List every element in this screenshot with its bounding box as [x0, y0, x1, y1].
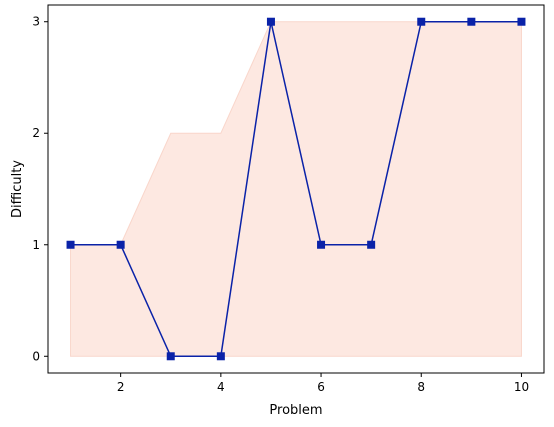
- y-tick-label: 0: [32, 349, 40, 363]
- data-point: [467, 17, 476, 26]
- y-axis-ticks: 0 1 2 3: [32, 15, 48, 363]
- data-point: [417, 17, 426, 26]
- y-tick-label: 3: [32, 15, 40, 29]
- data-point: [517, 17, 526, 26]
- data-point: [367, 240, 376, 249]
- area-series-0: [70, 21, 522, 357]
- y-axis-label: Difficulty: [10, 160, 25, 218]
- x-tick-label: 2: [117, 380, 125, 394]
- plot-frame: [47, 4, 545, 374]
- data-point: [166, 352, 175, 361]
- line-series-0: [70, 20, 522, 358]
- x-axis-label: Problem: [269, 403, 322, 418]
- data-point: [66, 240, 75, 249]
- plot-area: [66, 17, 526, 361]
- y-tick-label: 1: [32, 238, 40, 252]
- y-tick-label: 2: [32, 126, 40, 140]
- x-tick-label: 10: [514, 380, 529, 394]
- x-tick-label: 8: [417, 380, 425, 394]
- axes: [47, 4, 545, 374]
- x-axis-ticks: 2 4 6 8 10: [117, 373, 529, 394]
- x-tick-label: 6: [317, 380, 325, 394]
- data-point: [216, 352, 225, 361]
- data-point: [266, 17, 275, 26]
- data-point: [116, 240, 125, 249]
- data-point: [317, 240, 326, 249]
- x-tick-label: 4: [217, 380, 225, 394]
